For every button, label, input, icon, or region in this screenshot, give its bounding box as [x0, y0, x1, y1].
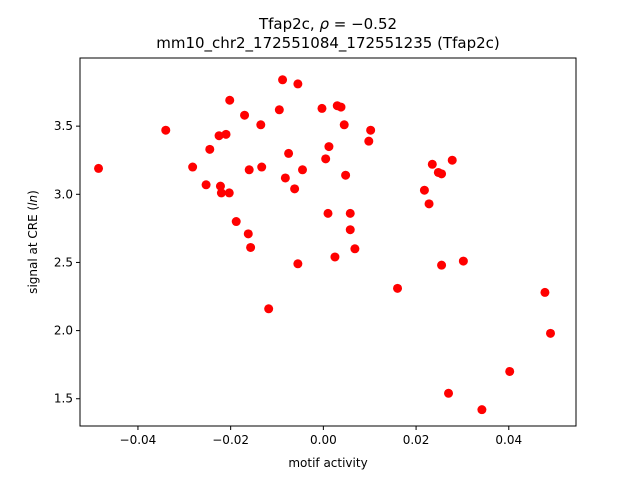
data-point — [264, 304, 274, 314]
data-point — [444, 388, 454, 398]
y-tick-label: 2.5 — [54, 255, 73, 269]
x-axis: −0.04 −0.02 0.00 0.02 0.04 — [120, 426, 522, 447]
data-point — [257, 162, 267, 172]
data-point — [437, 169, 447, 179]
data-point — [477, 405, 487, 415]
data-point — [293, 79, 303, 89]
data-point — [447, 155, 457, 165]
data-point — [419, 185, 429, 195]
data-point — [341, 170, 351, 180]
x-tick-label: 0.00 — [310, 433, 337, 447]
data-point — [246, 242, 256, 252]
data-point — [540, 287, 550, 297]
data-point — [317, 103, 327, 113]
x-tick-label: −0.02 — [212, 433, 249, 447]
x-tick-label: 0.04 — [495, 433, 522, 447]
data-point — [221, 129, 231, 139]
data-point — [278, 75, 288, 85]
data-point — [225, 95, 235, 105]
data-point — [298, 165, 307, 175]
data-point — [336, 102, 346, 112]
data-point — [290, 184, 300, 194]
data-point — [546, 328, 555, 338]
data-point — [215, 181, 225, 191]
y-tick-label: 2.0 — [54, 324, 73, 338]
data-point — [293, 259, 303, 269]
data-point — [427, 159, 437, 169]
data-point — [205, 144, 215, 154]
data-point — [243, 229, 253, 239]
data-point — [201, 180, 211, 190]
data-point — [284, 148, 294, 158]
y-tick-label: 1.5 — [54, 392, 73, 406]
data-point — [280, 173, 290, 183]
data-point — [161, 125, 171, 135]
y-axis: 1.5 2.0 2.5 3.0 3.5 — [54, 119, 80, 406]
x-tick-label: −0.04 — [120, 433, 157, 447]
x-tick-label: 0.02 — [403, 433, 430, 447]
data-point — [321, 154, 331, 164]
data-point — [323, 208, 333, 218]
data-point — [231, 217, 241, 227]
data-point — [244, 165, 254, 175]
data-point — [345, 208, 355, 218]
points-layer — [94, 75, 555, 415]
data-point — [345, 225, 355, 235]
data-point — [224, 188, 234, 198]
data-point — [393, 283, 403, 293]
data-point — [240, 110, 250, 120]
data-point — [214, 131, 224, 141]
data-point — [437, 260, 447, 270]
data-point — [366, 125, 376, 135]
chart-title: Tfap2c, ρ = −0.52 — [258, 15, 397, 33]
data-point — [458, 256, 468, 266]
data-point — [330, 252, 340, 262]
data-point — [505, 366, 515, 376]
data-point — [424, 199, 434, 209]
plot-frame — [79, 57, 577, 427]
data-point — [350, 244, 360, 254]
y-axis-label: signal at CRE (ln) — [26, 190, 40, 294]
x-axis-label: motif activity — [288, 456, 367, 470]
chart-subtitle: mm10_chr2_172551084_172551235 (Tfap2c) — [156, 34, 499, 53]
data-point — [324, 142, 334, 152]
data-point — [256, 120, 266, 130]
data-point — [94, 163, 104, 173]
data-point — [216, 188, 226, 198]
y-tick-label: 3.0 — [54, 187, 73, 201]
data-point — [339, 120, 349, 130]
data-point — [364, 136, 374, 146]
data-point — [188, 162, 198, 172]
data-point — [274, 105, 284, 115]
y-tick-label: 3.5 — [54, 119, 73, 133]
